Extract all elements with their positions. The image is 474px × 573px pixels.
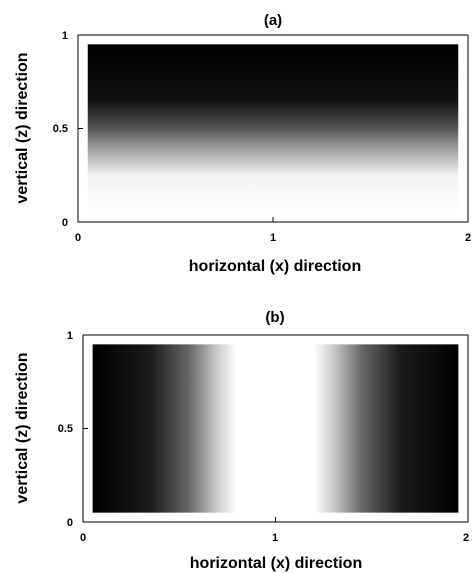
y-tick-label: 0 [67, 517, 73, 529]
tick-marks [82, 334, 469, 523]
panel-a: (a) 0 1 2 0 0.5 1 horizontal (x) directi… [14, 12, 471, 275]
x-axis-label: horizontal (x) direction [190, 555, 362, 572]
x-axis-label: horizontal (x) direction [189, 258, 361, 275]
panel-title: (b) [265, 309, 284, 326]
x-tick-label: 2 [465, 232, 471, 244]
x-tick-label: 1 [270, 232, 276, 244]
x-tick-label: 0 [75, 232, 81, 244]
tick-marks [77, 34, 469, 223]
x-tick-label: 2 [463, 532, 469, 544]
y-tick-label: 0 [62, 217, 68, 229]
panel-title: (a) [264, 12, 282, 29]
x-tick-label: 0 [80, 532, 86, 544]
panel-b: (b) 0 1 2 0 0.5 1 horizontal (x) directi… [14, 309, 469, 572]
x-tick-label: 1 [272, 532, 278, 544]
y-tick-label: 0.5 [53, 123, 68, 135]
y-tick-label: 1 [67, 330, 73, 342]
y-axis-label: vertical (z) direction [14, 352, 31, 503]
heatmap-fill [92, 344, 459, 513]
y-axis-label: vertical (z) direction [14, 52, 31, 203]
heatmap-fill [87, 44, 459, 213]
y-tick-label: 1 [62, 30, 68, 42]
y-tick-label: 0.5 [58, 423, 73, 435]
